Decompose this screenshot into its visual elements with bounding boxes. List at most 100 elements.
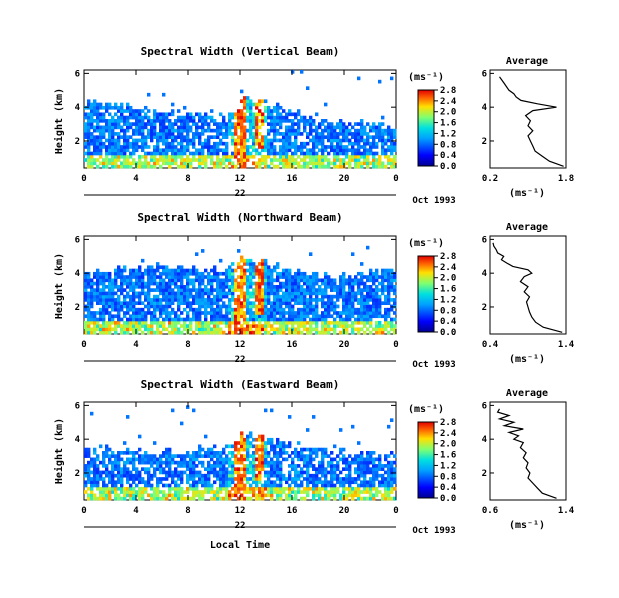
heatmap-cell — [132, 457, 136, 462]
heatmap-cell — [147, 483, 151, 488]
heatmap-cell — [354, 294, 358, 299]
heatmap-cell — [162, 268, 166, 273]
heatmap-cell — [306, 330, 310, 335]
heatmap-cell — [195, 158, 199, 162]
heatmap-cell — [261, 294, 265, 299]
heatmap-cell — [354, 477, 358, 481]
heatmap-cell — [306, 304, 310, 309]
heatmap-cell — [255, 451, 259, 455]
heatmap-cell — [129, 314, 133, 319]
heatmap-cell — [240, 467, 244, 471]
heatmap-cell — [219, 281, 223, 286]
heatmap-cell — [282, 158, 286, 162]
heatmap-cell — [327, 128, 331, 133]
heatmap-cell — [132, 304, 136, 309]
heatmap-cell — [306, 460, 310, 465]
heatmap-cell — [375, 268, 379, 273]
heatmap-cell — [225, 483, 229, 488]
heatmap-cell — [234, 490, 238, 494]
heatmap-cell — [258, 281, 262, 286]
heatmap-cell — [261, 307, 265, 312]
heatmap-cell — [153, 330, 157, 335]
heatmap-cell — [117, 132, 121, 136]
heatmap-cell — [258, 486, 262, 491]
heatmap-cell — [321, 330, 325, 335]
heatmap-cell — [303, 486, 307, 491]
heatmap-cell — [348, 483, 352, 488]
heatmap-cell — [99, 486, 103, 491]
heatmap-cell — [123, 161, 127, 166]
heatmap-cell — [261, 304, 265, 309]
heatmap-cell — [279, 311, 283, 315]
heatmap-cell — [390, 288, 394, 292]
heatmap-cell — [90, 317, 94, 322]
heatmap-cell — [201, 275, 205, 279]
heatmap-cell — [105, 278, 109, 283]
heatmap-cell — [252, 451, 256, 455]
heatmap-cell — [120, 477, 124, 481]
heatmap-cell — [243, 327, 247, 332]
heatmap-cell — [114, 141, 118, 146]
heatmap-cell — [141, 125, 145, 130]
heatmap-cell — [366, 320, 370, 325]
heatmap-cell — [228, 444, 232, 449]
heatmap-cell — [168, 122, 172, 126]
heatmap-cell — [375, 311, 379, 315]
heatmap-cell — [315, 298, 319, 302]
heatmap-cell — [246, 464, 250, 468]
heatmap-cell — [246, 451, 250, 455]
heatmap-cell — [123, 135, 127, 139]
heatmap-cell — [156, 301, 160, 305]
heatmap-cell — [234, 138, 238, 143]
heatmap-cell — [207, 467, 211, 471]
heatmap-cell — [195, 317, 199, 322]
heatmap-cell — [96, 320, 100, 325]
heatmap-cell — [393, 477, 397, 481]
heatmap-cell — [84, 327, 88, 332]
heatmap-cell — [165, 268, 169, 273]
heatmap-cell — [231, 307, 235, 312]
heatmap-cell — [321, 301, 325, 305]
heatmap-cell — [288, 454, 292, 458]
heatmap-cell — [309, 252, 313, 256]
heatmap-cell — [261, 99, 265, 104]
heatmap-cell — [300, 467, 304, 471]
heatmap-cell — [87, 324, 91, 328]
heatmap-cell — [129, 477, 133, 481]
heatmap-cell — [279, 154, 283, 159]
heatmap-cell — [270, 483, 274, 488]
heatmap-cell — [231, 298, 235, 302]
heatmap-cell — [378, 311, 382, 315]
heatmap-cell — [141, 486, 145, 491]
heatmap-cell — [117, 119, 121, 123]
heatmap-cell — [105, 275, 109, 279]
heatmap-cell — [375, 278, 379, 283]
heatmap-cell — [249, 105, 253, 110]
heatmap-cell — [381, 135, 385, 139]
heatmap-cell — [168, 486, 172, 491]
heatmap-cell — [219, 496, 223, 501]
heatmap-cell — [300, 275, 304, 279]
heatmap-cell — [261, 314, 265, 319]
heatmap-cell — [141, 122, 145, 126]
heatmap-cell — [108, 135, 112, 139]
heatmap-cell — [249, 464, 253, 468]
heatmap-cell — [393, 148, 397, 153]
heatmap-cell — [231, 317, 235, 322]
heatmap-cell — [237, 441, 241, 445]
heatmap-cell — [339, 148, 343, 153]
heatmap-cell — [228, 265, 232, 270]
heatmap-cell — [132, 161, 136, 166]
heatmap-cell — [372, 291, 376, 296]
heatmap-cell — [204, 324, 208, 328]
heatmap-cell — [330, 145, 334, 149]
heatmap-cell — [330, 285, 334, 289]
heatmap-cell — [195, 122, 199, 126]
heatmap-cell — [207, 294, 211, 299]
heatmap-cell — [213, 320, 217, 325]
heatmap-cell — [249, 454, 253, 458]
heatmap-cell — [108, 324, 112, 328]
heatmap-cell — [180, 132, 184, 136]
heatmap-cell — [240, 444, 244, 449]
heatmap-cell — [138, 115, 142, 120]
